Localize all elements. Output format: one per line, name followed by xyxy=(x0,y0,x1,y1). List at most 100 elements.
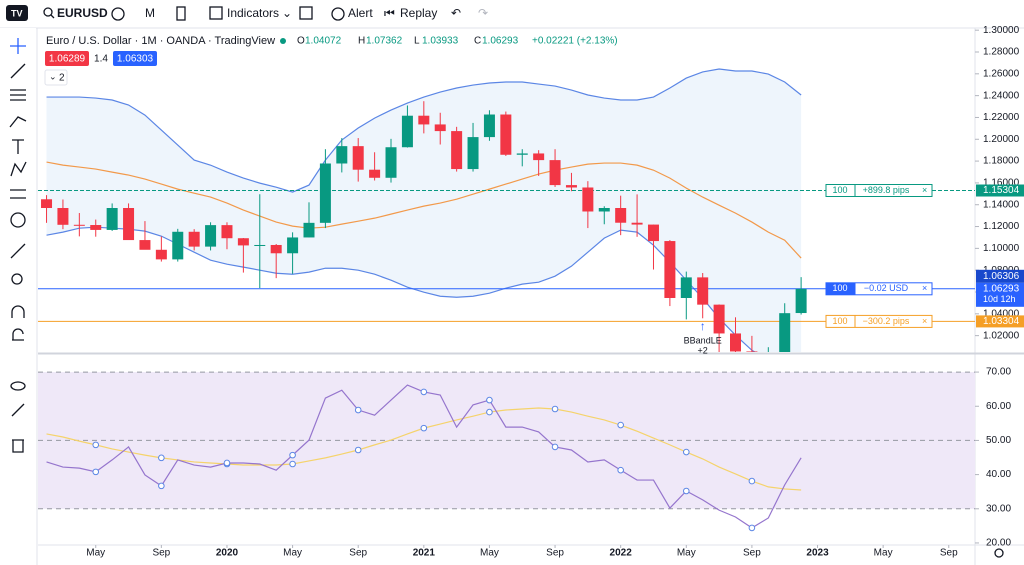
time-tick-label: May xyxy=(874,548,893,559)
oscillator-pane xyxy=(38,371,975,532)
upper-band xyxy=(46,68,802,193)
oscillator-point xyxy=(551,405,559,413)
oscillator-point xyxy=(682,487,690,495)
indicators-toggle[interactable] xyxy=(44,69,68,86)
time-tick-label: Sep xyxy=(743,548,761,559)
link-tool[interactable] xyxy=(11,403,25,417)
oscillator-point xyxy=(551,443,559,451)
undo[interactable]: ↶ xyxy=(451,6,461,20)
oscillator-point xyxy=(289,451,296,459)
alert-button[interactable]: Alert xyxy=(348,6,373,20)
price-tick-label: 1.14000 xyxy=(983,199,1020,210)
price-tick-label: 1.10000 xyxy=(983,243,1020,254)
time-tick-label: 2023 xyxy=(806,548,829,559)
osc-tick-label: 50.00 xyxy=(986,435,1011,446)
redo[interactable]: ↷ xyxy=(478,6,488,20)
ohlc-value: 1.03933 xyxy=(422,36,459,47)
buy-button[interactable] xyxy=(113,51,157,66)
time-tick-label: Sep xyxy=(349,548,367,559)
candle-body xyxy=(41,199,53,208)
oscillator-point xyxy=(354,406,362,414)
price-badge xyxy=(976,315,1024,328)
lock-tool[interactable] xyxy=(12,328,24,341)
candle-body xyxy=(270,244,282,254)
close-order[interactable]: × xyxy=(922,283,927,293)
order-text: −300.2 pips xyxy=(863,316,910,326)
indicators-button[interactable]: Indicators xyxy=(227,6,279,20)
candle-body xyxy=(451,131,463,170)
layouts[interactable] xyxy=(299,6,313,20)
candle-body xyxy=(90,225,102,230)
candle-body xyxy=(254,244,266,246)
ohlc-value: 1.07362 xyxy=(366,36,403,47)
order-text: −0.02 USD xyxy=(864,283,909,293)
oscillator-point xyxy=(158,482,165,490)
ohlc-value: 1.04072 xyxy=(305,36,342,47)
drawing-tools xyxy=(9,38,27,453)
candle-body xyxy=(533,153,545,161)
sell-button[interactable] xyxy=(45,51,89,66)
oscillator-point xyxy=(486,408,493,416)
magnet-tool[interactable] xyxy=(11,305,25,318)
logo[interactable] xyxy=(6,5,28,21)
measure-tool[interactable] xyxy=(10,243,26,259)
brush-tool[interactable] xyxy=(9,116,27,128)
templates[interactable]: ⌄ xyxy=(282,6,292,20)
fib-tool[interactable] xyxy=(10,89,26,101)
left-toolbar xyxy=(0,28,36,565)
candle-body xyxy=(123,208,135,241)
close-order[interactable]: × xyxy=(922,185,927,195)
toggle-chevron: ⌄ xyxy=(49,71,57,81)
logo-mark: TV xyxy=(11,8,23,18)
icons-tool[interactable] xyxy=(10,212,26,228)
time-tick-label: May xyxy=(283,548,302,559)
candle-body xyxy=(598,208,610,212)
ohlc-value: 1.06293 xyxy=(482,36,519,47)
market-status xyxy=(280,38,286,44)
trend-line-tool[interactable] xyxy=(10,63,26,79)
time-tick-label: May xyxy=(86,548,105,559)
oscillator-point xyxy=(748,524,756,532)
oscillator-point xyxy=(92,468,100,476)
prediction-tool[interactable] xyxy=(10,189,26,199)
candle-body xyxy=(57,208,69,225)
order-text: +899.8 pips xyxy=(863,185,910,195)
price-tick-label: 1.24000 xyxy=(983,90,1020,101)
candle-body xyxy=(582,187,594,212)
oscillator-point xyxy=(617,466,624,474)
candle-body xyxy=(500,114,512,155)
signal-arrow: ↑ xyxy=(700,319,706,333)
symbol[interactable]: EURUSD xyxy=(57,6,108,20)
zoom-tool[interactable] xyxy=(11,273,23,285)
order-label[interactable] xyxy=(825,314,933,328)
osc-tick-label: 30.00 xyxy=(986,503,1011,514)
countdown: 10d 12h xyxy=(983,294,1016,304)
price-tick-label: 1.30000 xyxy=(983,25,1020,36)
candle-body xyxy=(615,208,627,223)
crosshair-tool[interactable] xyxy=(10,38,26,54)
basis-line xyxy=(46,161,802,259)
close-order[interactable]: × xyxy=(922,316,927,326)
time-tick-label: May xyxy=(480,548,499,559)
pattern-tool[interactable] xyxy=(10,161,27,177)
spread: 1.4 xyxy=(94,54,108,65)
oscillator-point xyxy=(486,396,493,404)
settings-icon[interactable] xyxy=(994,548,1004,558)
replay-button[interactable]: Replay xyxy=(400,6,437,20)
price-tick-label: 1.20000 xyxy=(983,134,1020,145)
interval[interactable]: M xyxy=(145,6,155,20)
visibility-tool[interactable] xyxy=(10,381,26,391)
delete-tool[interactable] xyxy=(12,439,24,453)
text-tool[interactable] xyxy=(12,139,24,154)
order-label[interactable] xyxy=(825,184,933,198)
oscillator-point xyxy=(92,441,100,449)
candle-body xyxy=(352,146,364,170)
search-icon xyxy=(50,14,55,19)
price-tick-label: 1.02000 xyxy=(983,330,1020,341)
ask-badge-text: 1.06306 xyxy=(983,271,1020,282)
chart-type[interactable] xyxy=(176,6,186,21)
order-qty: 100 xyxy=(832,283,847,293)
add-symbol[interactable] xyxy=(111,7,125,21)
band-fill xyxy=(46,69,802,352)
